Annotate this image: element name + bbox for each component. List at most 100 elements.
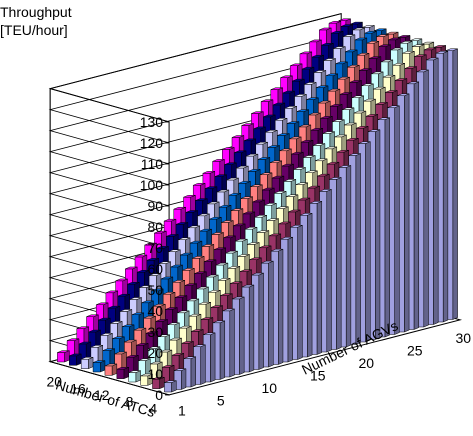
bar-top: [213, 247, 226, 250]
bar-top: [397, 93, 410, 96]
y-tick-label: 120: [140, 135, 164, 151]
bar-top: [412, 44, 425, 47]
bar-top: [263, 114, 276, 118]
bar-top: [230, 281, 243, 284]
bar-top: [102, 348, 115, 351]
bar-top: [308, 112, 321, 116]
bar-top: [200, 317, 213, 320]
bar-top: [342, 107, 355, 110]
bar-top: [203, 332, 216, 335]
bar-top: [307, 185, 320, 189]
x-tick-label: 5: [217, 393, 225, 409]
bar-top: [376, 34, 389, 37]
bar-top: [180, 252, 193, 256]
bar-top: [398, 35, 411, 38]
bar-top: [76, 326, 89, 329]
bar-top: [137, 270, 150, 273]
x-tick-label: 1: [178, 403, 186, 419]
bar-top: [385, 90, 398, 93]
bar-top: [266, 218, 279, 221]
bar-top: [318, 100, 331, 104]
bar-top: [164, 380, 177, 383]
bar-top: [363, 98, 376, 102]
bar-top: [275, 118, 288, 121]
bar-top: [257, 157, 270, 160]
bar-top: [327, 88, 341, 92]
bar-top: [301, 66, 315, 70]
bar-side: [355, 153, 361, 345]
bar: [128, 370, 141, 383]
bar-top: [265, 129, 278, 133]
bar-top: [196, 286, 209, 290]
y-tick-label: 110: [141, 156, 164, 172]
bar-top: [105, 290, 118, 294]
bar-top: [295, 182, 308, 185]
bar-top: [133, 327, 147, 331]
y-tick-label: 80: [148, 219, 164, 235]
bar-top: [390, 47, 403, 51]
y-tick-label: 70: [148, 240, 164, 256]
bar-top: [332, 119, 345, 122]
y-axis-unit: [TEU/hour]: [0, 22, 68, 38]
bar-top: [216, 189, 229, 193]
bar-top: [139, 285, 152, 288]
bar-top: [409, 38, 423, 41]
bar-top: [236, 165, 249, 169]
bar-top: [254, 215, 267, 218]
bar-top: [291, 151, 304, 155]
y-tick-label: 40: [148, 303, 164, 319]
z-tick-label: 16: [70, 380, 86, 396]
bar-top: [270, 87, 283, 90]
bar-top: [299, 51, 312, 55]
bar-top: [160, 276, 173, 280]
bar-top: [371, 71, 384, 75]
bar-top: [342, 34, 356, 37]
bar-front: [164, 382, 172, 393]
bar-top: [117, 293, 130, 297]
bar-top: [181, 341, 194, 344]
bar-top: [319, 27, 332, 31]
bar-top: [218, 278, 231, 281]
bar-top: [198, 302, 211, 305]
bar-top: [171, 353, 184, 356]
bar-top: [152, 377, 165, 380]
bar-side: [413, 81, 420, 330]
bar-top: [350, 21, 363, 25]
bar-top: [324, 146, 337, 150]
bar-top: [359, 68, 372, 71]
bar-top: [402, 51, 415, 54]
bar-top: [356, 126, 369, 129]
bar-top: [361, 83, 374, 86]
bar-top: [358, 141, 371, 144]
bar-top: [234, 150, 247, 153]
bar-top: [214, 174, 227, 177]
z-tick-label: 4: [149, 400, 157, 416]
bar-top: [239, 269, 252, 272]
bar-top: [223, 235, 236, 239]
bar-top: [321, 43, 334, 46]
y-tick-label: 60: [148, 261, 164, 277]
bar-top: [374, 28, 387, 31]
bar-top: [272, 102, 285, 106]
bar-top: [267, 145, 280, 148]
bar-top: [353, 110, 366, 114]
bar-top: [249, 257, 262, 260]
bar-top: [164, 218, 177, 222]
y-tick-label: 50: [148, 282, 164, 298]
bar-top: [348, 153, 361, 156]
bar-top: [349, 80, 362, 83]
bar-top: [290, 225, 303, 228]
bar-top: [222, 308, 235, 312]
bar-top: [125, 266, 138, 270]
bar-top: [100, 333, 113, 336]
bar-top: [357, 53, 370, 56]
y-gridline: [48, 76, 342, 186]
bar-top: [261, 99, 274, 102]
bar-top: [115, 278, 128, 282]
bar-top: [143, 315, 156, 319]
bar-top: [202, 171, 215, 174]
bar-top: [163, 292, 176, 295]
bar-top: [210, 305, 223, 308]
